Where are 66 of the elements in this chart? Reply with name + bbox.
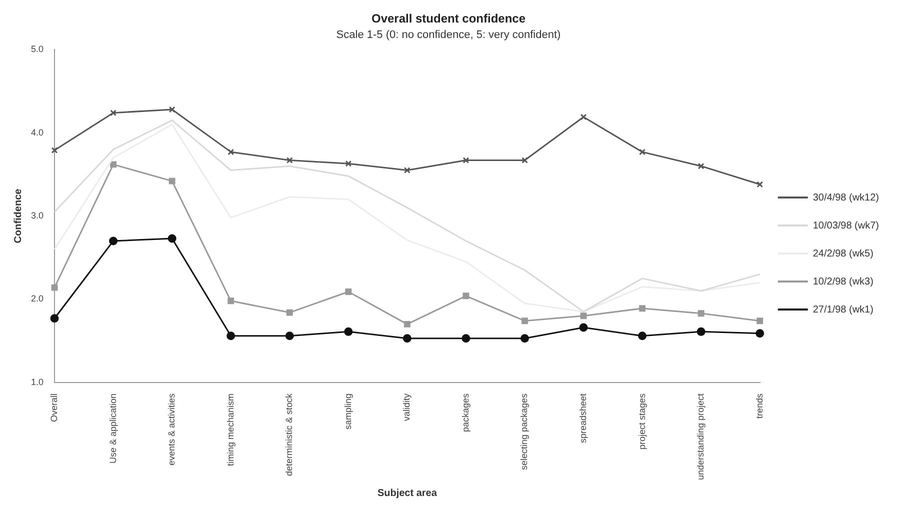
point — [698, 162, 704, 170]
point — [168, 234, 176, 243]
x-tick-label: sampling — [342, 393, 353, 430]
x-tick-label: packages — [460, 392, 470, 432]
y-tick-label: 5.0 — [30, 44, 44, 54]
chart-subtitle: Scale 1-5 (0: no confidence, 5: very confident) — [336, 29, 561, 42]
point — [110, 110, 117, 116]
point — [520, 334, 529, 343]
legend-label: 27/1/98 (wk1) — [812, 304, 874, 316]
point — [51, 284, 58, 291]
y-tick-label: 4.0 — [30, 127, 44, 138]
point — [404, 320, 410, 328]
point — [402, 334, 412, 343]
legend-label: 10/2/98 (wk3) — [812, 276, 874, 288]
y-tick-label: 1.0 — [30, 376, 44, 387]
point — [109, 236, 118, 246]
point — [639, 148, 646, 156]
point — [344, 327, 353, 336]
point — [522, 318, 528, 324]
x-tick-label: spreadsheet — [578, 392, 588, 443]
point — [522, 157, 528, 164]
point — [404, 167, 410, 174]
x-tick-label: understanding project — [696, 392, 706, 480]
legend-label: 10/03/98 (wk7) — [812, 220, 880, 232]
y-axis-title: Confidence — [12, 188, 24, 244]
x-tick-label: timing mechanism — [225, 393, 236, 466]
point — [580, 312, 587, 320]
x-tick-label: Overall — [48, 393, 59, 422]
point — [462, 334, 470, 343]
point — [756, 181, 764, 188]
point — [698, 310, 704, 317]
point — [168, 106, 176, 113]
point — [462, 292, 470, 300]
point — [579, 323, 588, 332]
point — [226, 332, 236, 340]
point — [345, 160, 352, 167]
chart-title: Overall student confidence — [371, 12, 526, 26]
x-tick-label: project stages — [636, 392, 647, 450]
point — [756, 329, 764, 338]
point — [285, 332, 294, 340]
point — [110, 161, 117, 168]
x-tick-label: validity — [402, 392, 412, 421]
point — [228, 148, 234, 156]
legend-label: 30/4/98 (wk12) — [812, 192, 880, 204]
x-tick-label: Use & application — [108, 393, 118, 464]
point — [345, 288, 352, 295]
point — [756, 318, 764, 324]
x-tick-label: deterministic & stock — [284, 392, 294, 476]
x-tick-label: selecting packages — [519, 392, 530, 470]
point — [639, 305, 646, 312]
legend-label: 24/2/98 (wk5) — [812, 248, 874, 260]
point — [50, 314, 59, 323]
point — [462, 157, 470, 164]
point — [51, 147, 58, 154]
x-tick-label: events & activities — [166, 392, 177, 466]
point — [696, 327, 706, 336]
point — [286, 309, 293, 316]
point — [638, 332, 647, 340]
point — [168, 178, 176, 184]
x-axis-title: Subject area — [377, 488, 438, 499]
y-tick-label: 3.0 — [30, 210, 44, 221]
point — [286, 157, 293, 164]
point — [228, 298, 234, 304]
y-tick-label: 2.0 — [30, 294, 44, 304]
point — [580, 114, 587, 120]
x-tick-label: trends — [754, 392, 764, 418]
